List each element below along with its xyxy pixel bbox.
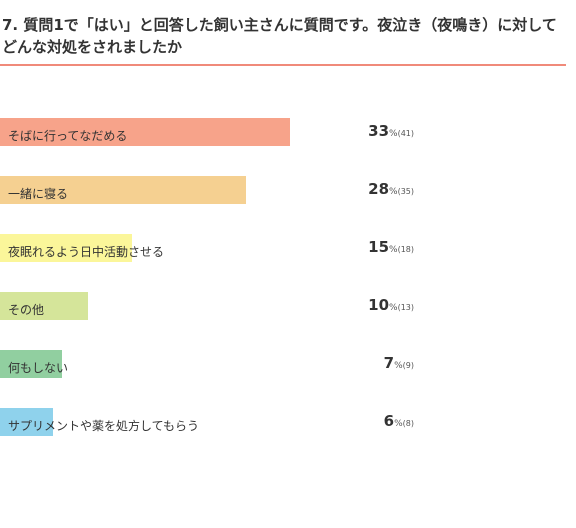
percent-value: 10	[368, 296, 390, 314]
percent-value: 15	[368, 238, 390, 256]
respondent-count: (9)	[402, 361, 414, 370]
percent-label: 33%(41)	[368, 122, 414, 143]
percent-value: 33	[368, 122, 390, 140]
percent-unit: %	[389, 303, 398, 313]
bar	[0, 118, 291, 146]
percent-unit: %	[389, 187, 398, 197]
chart-title: 7. 質問1で「はい」と回答した飼い主さんに質問です。夜泣き（夜鳴き）に対してど…	[2, 16, 557, 56]
respondent-count: (18)	[397, 245, 414, 254]
respondent-count: (35)	[397, 187, 414, 196]
bar-label: サプリメントや薬を処方してもらう	[8, 419, 200, 433]
percent-label: 7%(9)	[384, 354, 414, 375]
respondent-count: (13)	[397, 303, 414, 312]
bar	[0, 292, 88, 320]
bar-label: そばに行ってなだめる	[8, 129, 128, 143]
percent-unit: %	[394, 419, 403, 429]
percent-unit: %	[389, 129, 398, 139]
percent-value: 6	[383, 412, 395, 430]
respondent-count: (41)	[397, 129, 414, 138]
percent-value: 28	[368, 180, 390, 198]
percent-label: 10%(13)	[368, 296, 414, 317]
bar	[0, 408, 53, 436]
percent-unit: %	[394, 361, 403, 371]
bar	[0, 234, 132, 262]
bar	[0, 350, 62, 378]
bar-label: 一緒に寝る	[8, 187, 69, 201]
percent-unit: %	[389, 245, 398, 255]
respondent-count: (8)	[402, 419, 414, 428]
title-divider	[0, 64, 566, 66]
percent-label: 6%(8)	[384, 412, 414, 433]
percent-label: 15%(18)	[368, 238, 414, 259]
bar	[0, 176, 247, 204]
bar-label: その他	[8, 303, 45, 317]
percent-label: 28%(35)	[368, 180, 414, 201]
percent-value: 7	[383, 354, 395, 372]
bar-label: 夜眠れるよう日中活動させる	[8, 245, 165, 259]
bar-label: 何もしない	[8, 361, 69, 375]
